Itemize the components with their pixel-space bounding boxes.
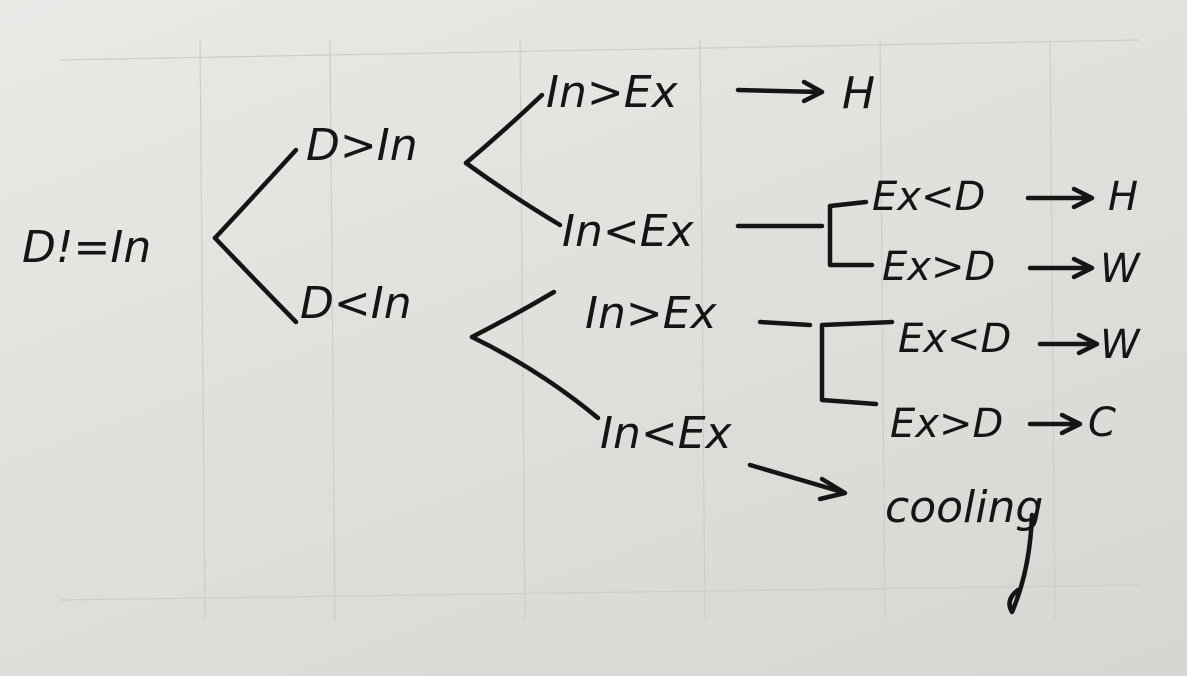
node-ex-less-d-upper: Ex<D — [872, 174, 985, 220]
arrow-to-outcome-b2 — [747, 462, 848, 502]
arrow-to-outcome-a1 — [735, 79, 825, 104]
node-in-less-ex-upper: In<Ex — [562, 206, 695, 257]
edge-root-to-lower — [212, 235, 299, 325]
edge-lower-to-in-lt-ex — [469, 334, 601, 421]
bracket-lower — [757, 319, 895, 407]
outcome-b2: cooling — [885, 482, 1043, 533]
node-in-less-ex-lower: In<Ex — [600, 408, 733, 459]
node-ex-greater-d-lower: Ex>D — [890, 401, 1003, 447]
arrow-to-outcome-b1-1 — [1037, 332, 1100, 356]
arrow-to-outcome-b1-2 — [1027, 412, 1083, 436]
root-condition: D!=In — [22, 222, 151, 273]
node-in-greater-ex-upper: In>Ex — [546, 67, 679, 118]
edge-upper-to-in-lt-ex — [463, 160, 563, 228]
cooling-descender — [1007, 512, 1035, 615]
node-ex-greater-d-upper: Ex>D — [882, 244, 995, 290]
branch-d-less-in: D<In — [300, 278, 412, 329]
bracket-upper — [735, 199, 875, 268]
outcome-a2-1: H — [1108, 174, 1138, 220]
edge-root-to-upper — [212, 147, 299, 241]
branch-d-greater-in: D>In — [306, 120, 418, 171]
arrow-to-outcome-a2-1 — [1025, 186, 1095, 210]
edge-upper-to-in-gt-ex — [463, 92, 545, 166]
outcome-a1: H — [842, 68, 875, 119]
node-ex-less-d-lower: Ex<D — [898, 316, 1011, 362]
outcome-b1-2: C — [1088, 400, 1116, 446]
node-in-greater-ex-lower: In>Ex — [585, 288, 718, 339]
paper-show-through — [59, 39, 1141, 621]
outcome-a2-2: W — [1100, 246, 1141, 292]
outcome-b1-1: W — [1100, 322, 1141, 368]
arrow-to-outcome-a2-2 — [1027, 256, 1095, 280]
edge-lower-to-in-gt-ex — [469, 289, 557, 340]
